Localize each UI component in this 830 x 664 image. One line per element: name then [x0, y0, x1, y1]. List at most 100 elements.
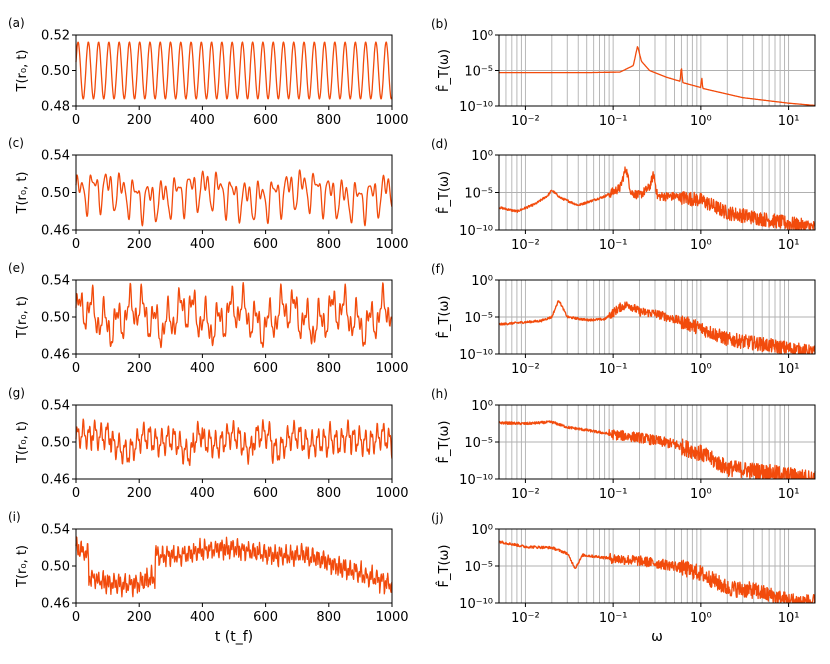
time-panel-a: 0.48 0.50 0.52 0 200 400 600 800 1000 (a) T(r₀, t): [8, 16, 409, 128]
x-tick-label: 10⁰: [690, 362, 712, 377]
time-panel-e: 0.46 0.50 0.54 0 200 400 600 800 1000 (e) T(r₀, t): [8, 261, 409, 376]
x-tick-label: 600: [253, 361, 278, 376]
y-tick-label: 10⁰: [471, 274, 493, 289]
y-tick-label: 10⁰: [471, 399, 493, 414]
y-axis-label: F̂_T(ω): [437, 296, 452, 339]
x-tick-label: 600: [253, 486, 278, 501]
y-axis-label: T(r₀, t): [15, 545, 30, 588]
x-tick-label: 1000: [375, 610, 408, 625]
y-tick-label: 0.54: [41, 274, 70, 289]
x-tick-label: 400: [190, 361, 215, 376]
x-tick-label: 1000: [375, 237, 408, 252]
x-tick-label: 1000: [375, 486, 408, 501]
y-tick-label: 10⁻⁵: [464, 187, 493, 202]
time-series-line: [75, 41, 393, 100]
x-tick-label: 10⁻¹: [599, 114, 628, 129]
y-tick-label: 10⁻¹⁰: [459, 597, 493, 612]
y-tick-label: 10⁻⁵: [464, 560, 493, 575]
x-tick-label: 10⁻²: [511, 362, 540, 377]
x-tick-label: 200: [127, 361, 152, 376]
panel-label: (f): [431, 262, 445, 276]
x-tick-label: 10¹: [778, 362, 800, 377]
y-axis-label: F̂_T(ω): [437, 421, 452, 464]
panel-label: (e): [8, 261, 25, 275]
y-tick-label: 0.54: [41, 149, 70, 164]
x-tick-label: 0: [72, 610, 80, 625]
spectrum-line: [498, 166, 816, 231]
x-tick-label: 400: [190, 237, 215, 252]
x-tick-label: 800: [316, 237, 341, 252]
x-tick-label: 10⁰: [690, 611, 712, 626]
y-tick-label: 0.48: [41, 100, 70, 115]
time-panel-g: 0.46 0.50 0.54 0 200 400 600 800 1000 (g) T(r₀, t): [8, 386, 409, 501]
panel-label: (g): [8, 386, 25, 400]
spectrum-line: [498, 46, 816, 107]
spectrum-line: [498, 300, 816, 355]
y-axis-label: T(r₀, t): [15, 171, 30, 214]
x-tick-label: 600: [253, 113, 278, 128]
x-tick-label: 0: [72, 113, 80, 128]
y-tick-label: 0.54: [41, 399, 70, 414]
time-series-line: [75, 418, 393, 467]
x-tick-label: 10⁰: [690, 487, 712, 502]
spectrum-line: [498, 420, 816, 480]
x-tick-label: 10⁻²: [511, 238, 540, 253]
x-tick-label: 10⁻¹: [599, 611, 628, 626]
x-tick-label: 800: [316, 610, 341, 625]
x-tick-label: 10⁻¹: [599, 362, 628, 377]
time-series-line: [75, 169, 393, 227]
x-tick-label: 600: [253, 237, 278, 252]
panel-label: (i): [8, 510, 21, 524]
x-tick-label: 400: [190, 113, 215, 128]
y-tick-label: 0.46: [41, 224, 70, 239]
x-tick-label: 10⁻¹: [599, 487, 628, 502]
y-tick-label: 0.46: [41, 473, 70, 488]
y-tick-label: 10⁰: [471, 523, 493, 538]
y-tick-label: 0.50: [41, 64, 70, 79]
y-tick-label: 10⁻¹⁰: [459, 473, 493, 488]
x-tick-label: 600: [253, 610, 278, 625]
spectrum-panel-f: 10⁰ 10⁻⁵ 10⁻¹⁰ 10⁻² 10⁻¹ 10⁰ 10¹ (f) F̂_T(ω): [431, 262, 816, 377]
axes-frame: [75, 404, 393, 480]
y-axis-label: F̂_T(ω): [437, 171, 452, 214]
x-tick-label: 0: [72, 237, 80, 252]
y-axis-label: T(r₀, t): [15, 421, 30, 464]
x-tick-label: 400: [190, 610, 215, 625]
y-tick-label: 10⁻⁵: [464, 311, 493, 326]
y-axis-label: F̂_T(ω): [437, 545, 452, 588]
x-tick-label: 0: [72, 486, 80, 501]
x-tick-label: 800: [316, 113, 341, 128]
panel-label: (b): [431, 17, 448, 31]
x-tick-label: 10⁻²: [511, 114, 540, 129]
x-tick-label: 0: [72, 361, 80, 376]
panel-label: (h): [431, 387, 448, 401]
spectrum-panel-b: 10⁰ 10⁻⁵ 10⁻¹⁰ 10⁻² 10⁻¹ 10⁰ 10¹ (b) F̂_T(ω): [431, 17, 816, 129]
x-tick-label: 800: [316, 486, 341, 501]
time-series-line: [75, 536, 393, 598]
y-axis-label: T(r₀, t): [15, 49, 30, 92]
x-axis-label-time: t (t_f): [215, 629, 253, 645]
x-tick-label: 10¹: [778, 487, 800, 502]
x-tick-label: 10¹: [778, 611, 800, 626]
x-axis-label-frequency: ω: [651, 629, 663, 645]
x-tick-label: 10⁰: [690, 238, 712, 253]
y-axis-label: T(r₀, t): [15, 296, 30, 339]
panel-label: (a): [8, 16, 25, 30]
time-panel-c: 0.46 0.50 0.54 0 200 400 600 800 1000 (c) T(r₀, t): [8, 136, 409, 252]
y-tick-label: 10⁻¹⁰: [459, 348, 493, 363]
y-tick-label: 10⁻¹⁰: [459, 224, 493, 239]
panel-label: (j): [431, 511, 444, 525]
y-tick-label: 0.50: [41, 436, 70, 451]
y-axis-label: F̂_T(ω): [437, 49, 452, 92]
panel-label: (c): [8, 136, 24, 150]
x-tick-label: 200: [127, 237, 152, 252]
y-tick-label: 10⁻¹⁰: [459, 100, 493, 115]
x-tick-label: 10⁰: [690, 114, 712, 129]
x-tick-label: 800: [316, 361, 341, 376]
x-tick-label: 10⁻²: [511, 487, 540, 502]
y-tick-label: 0.50: [41, 311, 70, 326]
x-tick-label: 200: [127, 610, 152, 625]
spectrum-panel-h: 10⁰ 10⁻⁵ 10⁻¹⁰ 10⁻² 10⁻¹ 10⁰ 10¹ (h) F̂_T(ω): [431, 387, 816, 502]
y-tick-label: 0.46: [41, 348, 70, 363]
